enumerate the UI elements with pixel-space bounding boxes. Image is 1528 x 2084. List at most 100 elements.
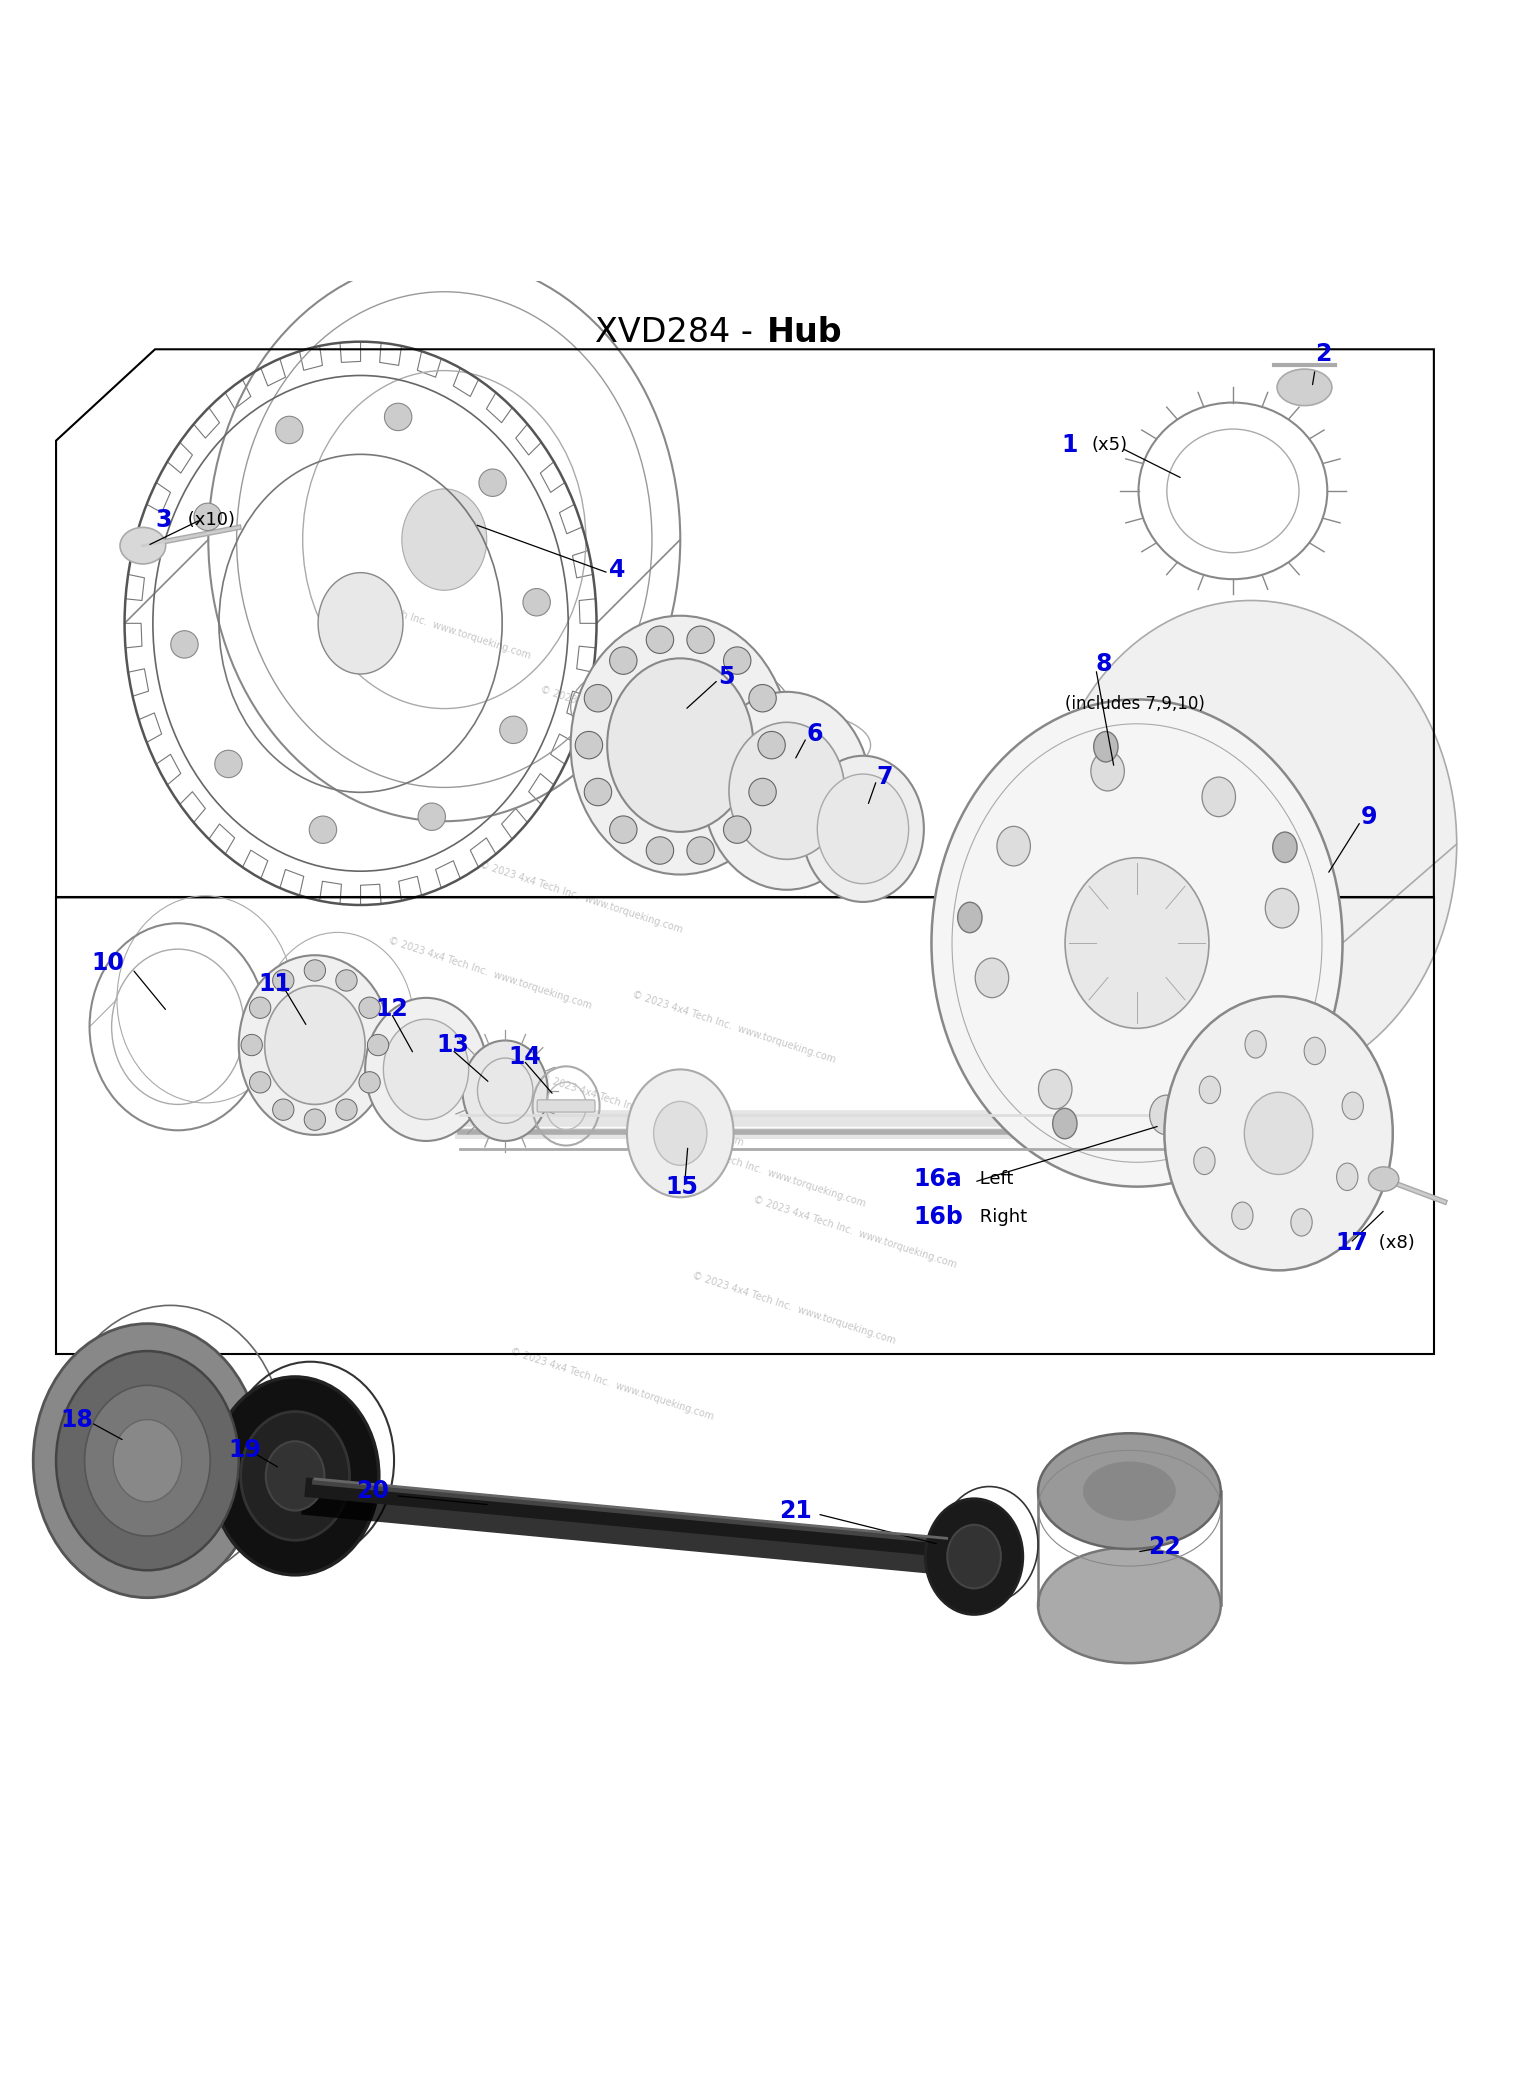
Ellipse shape [171, 631, 199, 659]
Text: 8: 8 [1096, 652, 1112, 677]
Ellipse shape [610, 646, 637, 675]
Ellipse shape [584, 777, 611, 807]
Ellipse shape [749, 777, 776, 807]
Text: © 2023 4x4 Tech Inc.  www.torqueking.com: © 2023 4x4 Tech Inc. www.torqueking.com [539, 1073, 746, 1148]
Ellipse shape [275, 417, 303, 444]
Ellipse shape [688, 625, 714, 654]
Ellipse shape [211, 1378, 379, 1576]
Ellipse shape [975, 959, 1008, 998]
Text: © 2023 4x4 Tech Inc.  www.torqueking.com: © 2023 4x4 Tech Inc. www.torqueking.com [478, 861, 685, 936]
Text: 6: 6 [807, 723, 824, 746]
Ellipse shape [947, 1525, 1001, 1588]
Ellipse shape [1232, 1202, 1253, 1230]
Ellipse shape [626, 1069, 733, 1198]
Ellipse shape [1199, 1075, 1221, 1105]
Text: 10: 10 [92, 950, 124, 975]
Ellipse shape [802, 756, 924, 902]
Text: 19: 19 [228, 1438, 261, 1463]
Ellipse shape [1342, 1092, 1363, 1119]
Text: © 2023 4x4 Tech Inc.  www.torqueking.com: © 2023 4x4 Tech Inc. www.torqueking.com [692, 1271, 897, 1346]
Ellipse shape [240, 1411, 350, 1540]
Text: 1: 1 [1060, 433, 1077, 456]
Text: © 2023 4x4 Tech Inc.  www.torqueking.com: © 2023 4x4 Tech Inc. www.torqueking.com [631, 990, 836, 1065]
Ellipse shape [365, 998, 487, 1140]
Ellipse shape [463, 1040, 549, 1140]
Text: © 2023 4x4 Tech Inc.  www.torqueking.com: © 2023 4x4 Tech Inc. www.torqueking.com [662, 1134, 866, 1209]
Ellipse shape [724, 817, 750, 844]
FancyBboxPatch shape [538, 1100, 594, 1113]
Ellipse shape [1038, 1548, 1221, 1663]
Text: (x10): (x10) [182, 511, 235, 529]
Ellipse shape [304, 961, 325, 982]
Text: 7: 7 [877, 765, 894, 790]
Ellipse shape [266, 1442, 324, 1511]
Text: 17: 17 [1335, 1232, 1368, 1255]
Ellipse shape [1265, 888, 1299, 927]
Ellipse shape [1247, 1065, 1271, 1096]
Ellipse shape [523, 588, 550, 617]
Ellipse shape [309, 817, 336, 844]
Ellipse shape [817, 773, 909, 884]
Text: 22: 22 [1148, 1536, 1181, 1559]
Ellipse shape [241, 1034, 263, 1057]
Ellipse shape [996, 827, 1030, 867]
Text: (x5): (x5) [1091, 436, 1128, 454]
Ellipse shape [1369, 1167, 1398, 1192]
Text: 20: 20 [356, 1480, 388, 1503]
Ellipse shape [1273, 832, 1297, 863]
Ellipse shape [359, 1071, 380, 1092]
Ellipse shape [304, 1109, 325, 1130]
Ellipse shape [385, 402, 413, 431]
Ellipse shape [359, 996, 380, 1019]
Ellipse shape [584, 684, 611, 713]
Ellipse shape [57, 1350, 238, 1569]
Ellipse shape [272, 969, 293, 992]
Ellipse shape [1305, 1038, 1325, 1065]
Text: 13: 13 [437, 1034, 469, 1057]
Ellipse shape [749, 684, 776, 713]
Text: 15: 15 [665, 1175, 698, 1198]
Ellipse shape [1244, 1092, 1313, 1175]
Ellipse shape [1053, 1109, 1077, 1138]
Text: 12: 12 [376, 996, 408, 1021]
Ellipse shape [958, 902, 983, 934]
Text: © 2023 4x4 Tech Inc.  www.torqueking.com: © 2023 4x4 Tech Inc. www.torqueking.com [509, 1346, 715, 1421]
Ellipse shape [336, 969, 358, 992]
Ellipse shape [703, 692, 871, 890]
Ellipse shape [402, 490, 487, 590]
Text: 11: 11 [258, 971, 292, 996]
Text: © 2023 4x4 Tech Inc.  www.torqueking.com: © 2023 4x4 Tech Inc. www.torqueking.com [387, 936, 593, 1011]
Ellipse shape [84, 1386, 211, 1536]
Ellipse shape [1094, 731, 1118, 763]
Text: Hub: Hub [767, 317, 842, 348]
Text: 3: 3 [154, 508, 171, 531]
Ellipse shape [113, 1419, 182, 1503]
Ellipse shape [575, 731, 602, 759]
Ellipse shape [1245, 1032, 1267, 1059]
Ellipse shape [1277, 369, 1332, 406]
Text: 14: 14 [509, 1046, 541, 1069]
Ellipse shape [367, 1034, 388, 1057]
Ellipse shape [654, 1100, 707, 1165]
Ellipse shape [932, 700, 1343, 1186]
Text: © 2023 4x4 Tech Inc.  www.torqueking.com: © 2023 4x4 Tech Inc. www.torqueking.com [539, 684, 746, 761]
Text: Right: Right [973, 1209, 1027, 1225]
Text: 5: 5 [718, 665, 735, 688]
Ellipse shape [607, 659, 753, 832]
Ellipse shape [264, 986, 365, 1105]
Ellipse shape [926, 1498, 1022, 1615]
Ellipse shape [1149, 1094, 1183, 1134]
Ellipse shape [121, 527, 165, 565]
Text: 9: 9 [1361, 804, 1377, 829]
Ellipse shape [1038, 1434, 1221, 1548]
Ellipse shape [729, 723, 845, 859]
Ellipse shape [1045, 600, 1456, 1088]
Text: © 2023 4x4 Tech Inc.  www.torqueking.com: © 2023 4x4 Tech Inc. www.torqueking.com [752, 1194, 958, 1269]
Text: (includes 7,9,10): (includes 7,9,10) [1065, 696, 1206, 713]
Ellipse shape [1065, 859, 1209, 1027]
Text: © 2023 4x4 Tech Inc.  www.torqueking.com: © 2023 4x4 Tech Inc. www.torqueking.com [325, 586, 532, 661]
Ellipse shape [646, 838, 674, 865]
Ellipse shape [34, 1323, 261, 1598]
Ellipse shape [419, 802, 446, 829]
Ellipse shape [215, 750, 241, 777]
